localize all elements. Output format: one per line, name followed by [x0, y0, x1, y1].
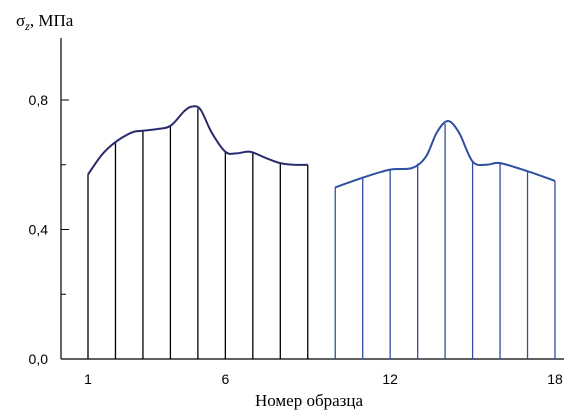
series-line [87, 105, 308, 176]
plot-area: 0,0 0,4 0,8 1 6 12 18 [29, 38, 564, 387]
x-tick-label: 18 [547, 371, 563, 387]
series-line [334, 120, 556, 189]
y-axis-title: σz, МПа [16, 11, 74, 33]
x-tick-label: 12 [382, 371, 398, 387]
y-axis-title-sub: z [24, 19, 30, 33]
x-axis-title: Номер образца [255, 391, 364, 410]
x-tick-label: 1 [84, 371, 92, 387]
x-tick-label: 6 [221, 371, 229, 387]
y-axis-title-rest: , МПа [30, 11, 74, 30]
y-tick-label: 0,0 [29, 351, 49, 367]
y-tick-label: 0,8 [29, 92, 49, 108]
y-axis-title-main: σ [16, 11, 25, 30]
y-tick-label: 0,4 [29, 222, 49, 238]
